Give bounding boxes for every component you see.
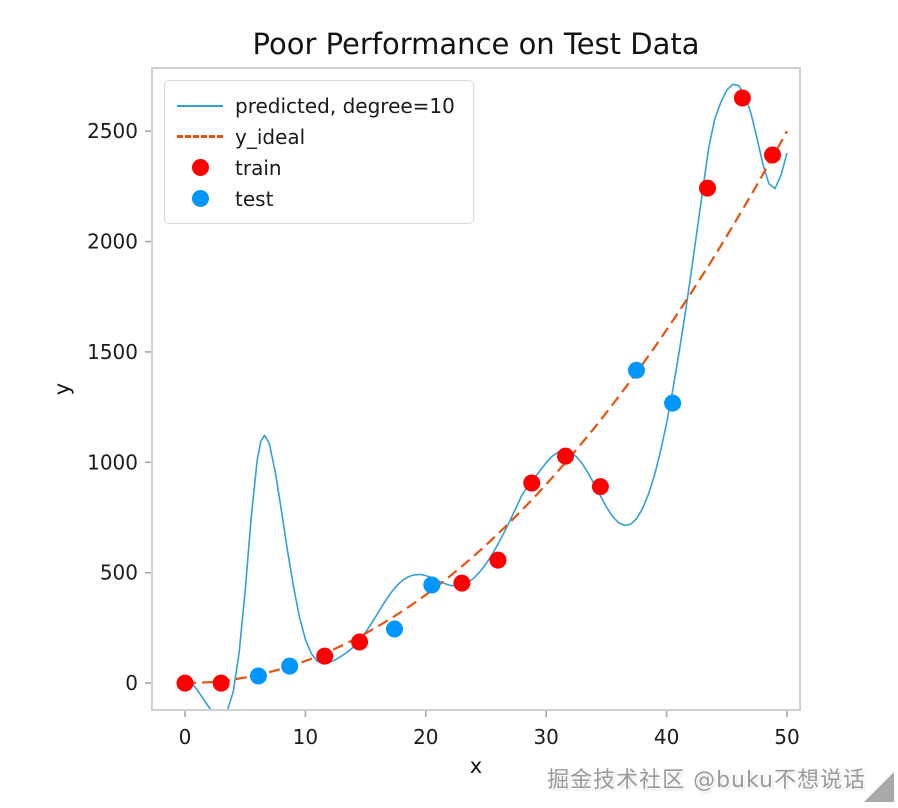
scatter-point-test — [249, 667, 267, 685]
x-tick-label: 10 — [293, 725, 318, 749]
scatter-point-train — [699, 179, 716, 197]
chart-title: Poor Performance on Test Data — [252, 27, 700, 61]
legend-item-train: train — [177, 152, 455, 183]
legend-item-y-ideal: y_ideal — [177, 121, 455, 152]
legend: predicted, degree=10 y_ideal train test — [164, 80, 474, 224]
scatter-point-train — [316, 647, 334, 665]
train-marker-swatch-icon — [191, 159, 209, 176]
corner-triangle-icon — [864, 772, 894, 802]
legend-item-test: test — [177, 183, 455, 214]
legend-item-predicted: predicted, degree=10 — [177, 90, 455, 121]
scatter-point-train — [523, 474, 541, 492]
y-tick-label: 2000 — [87, 230, 138, 254]
y-axis-label: y — [50, 382, 75, 396]
scatter-point-train — [351, 633, 369, 651]
scatter-point-train — [489, 551, 507, 569]
x-tick-label: 20 — [413, 725, 438, 749]
legend-label-train: train — [235, 155, 282, 180]
scatter-point-train — [453, 574, 471, 592]
scatter-point-test — [281, 657, 299, 675]
legend-handle-test — [177, 190, 223, 207]
x-tick-label: 30 — [533, 725, 558, 749]
scatter-point-train — [176, 674, 194, 692]
y-ideal-dashed-swatch-icon — [177, 135, 223, 138]
series-line-y_ideal — [184, 130, 788, 685]
y-tick-label: 1000 — [87, 450, 138, 474]
series-line-predicted — [184, 83, 788, 710]
scatter-point-test — [664, 394, 682, 412]
y-tick-label: 0 — [125, 671, 138, 695]
legend-handle-y-ideal — [177, 135, 223, 138]
scatter-point-train — [591, 478, 609, 496]
scatter-point-train — [764, 146, 781, 164]
scatter-point-train — [557, 447, 574, 465]
x-axis-label: x — [469, 754, 483, 778]
predicted-line-swatch-icon — [177, 104, 223, 107]
scatter-point-test — [423, 576, 441, 594]
legend-label-predicted: predicted, degree=10 — [235, 93, 455, 118]
x-tick-label: 40 — [654, 725, 679, 749]
y-tick-label: 500 — [100, 561, 138, 585]
watermark-text: 掘金技术社区 @buku不想说话 — [547, 768, 866, 793]
legend-handle-train — [177, 159, 223, 176]
scatter-point-test — [386, 620, 403, 638]
y-tick-label: 2500 — [87, 119, 138, 143]
legend-label-test: test — [235, 186, 274, 211]
scatter-point-train — [733, 89, 751, 107]
plot-frame — [151, 67, 801, 711]
legend-handle-predicted — [177, 104, 223, 107]
x-tick-label: 50 — [774, 725, 799, 749]
legend-label-y-ideal: y_ideal — [235, 124, 306, 149]
scatter-point-train — [212, 674, 230, 692]
scatter-point-test — [628, 361, 645, 379]
x-tick-label: 0 — [179, 725, 192, 749]
test-marker-swatch-icon — [191, 190, 209, 207]
y-tick-label: 1500 — [87, 340, 138, 364]
